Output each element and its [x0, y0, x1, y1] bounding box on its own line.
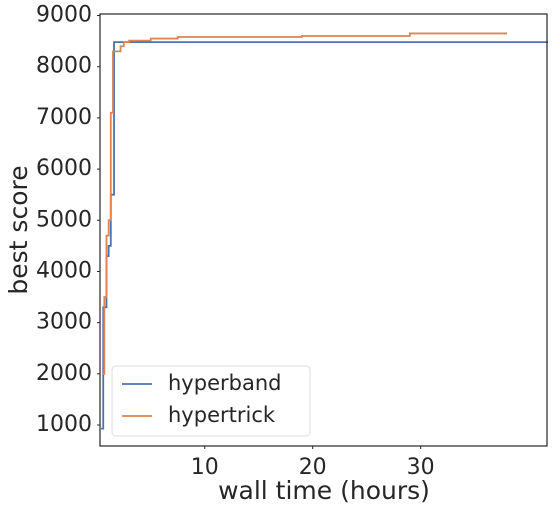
- y-tick-label: 4000: [36, 258, 92, 283]
- x-axis-label: wall time (hours): [218, 476, 430, 505]
- legend-label: hypertrick: [168, 403, 276, 427]
- plot-frame: [99, 13, 548, 447]
- y-axis-label: best score: [4, 165, 33, 294]
- y-tick-label: 7000: [36, 105, 92, 130]
- y-tick-label: 9000: [36, 3, 92, 28]
- x-tick-label: 30: [407, 455, 435, 480]
- x-tick-label: 10: [191, 455, 219, 480]
- y-tick-label: 8000: [36, 54, 92, 79]
- legend-label: hyperband: [168, 371, 281, 395]
- legend-box: [111, 365, 311, 437]
- y-tick-label: 1000: [36, 412, 92, 437]
- x-tick-label: 20: [299, 455, 327, 480]
- y-tick-label: 6000: [36, 156, 92, 181]
- y-tick-label: 3000: [36, 310, 92, 335]
- line: [101, 41, 548, 430]
- y-tick-label: 5000: [36, 207, 92, 232]
- line: [102, 32, 508, 375]
- y-tick-label: 2000: [36, 361, 92, 386]
